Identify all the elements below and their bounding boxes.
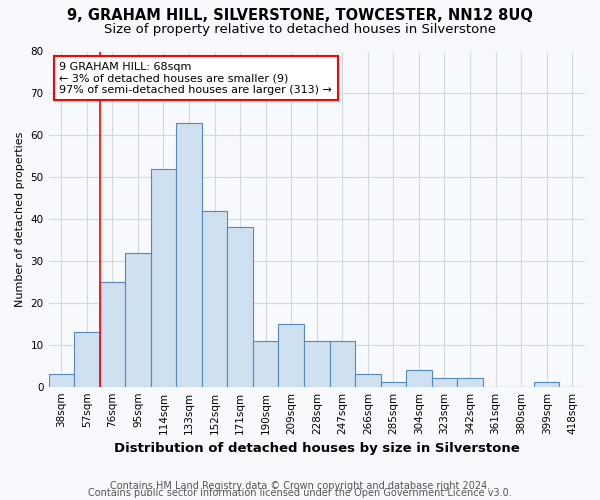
X-axis label: Distribution of detached houses by size in Silverstone: Distribution of detached houses by size … <box>114 442 520 455</box>
Text: 9 GRAHAM HILL: 68sqm
← 3% of detached houses are smaller (9)
97% of semi-detache: 9 GRAHAM HILL: 68sqm ← 3% of detached ho… <box>59 62 332 95</box>
Bar <box>432 378 457 386</box>
Bar <box>304 340 329 386</box>
Text: Contains public sector information licensed under the Open Government Licence v3: Contains public sector information licen… <box>88 488 512 498</box>
Bar <box>74 332 100 386</box>
Bar <box>329 340 355 386</box>
Bar <box>380 382 406 386</box>
Bar <box>253 340 278 386</box>
Bar <box>49 374 74 386</box>
Bar <box>151 169 176 386</box>
Bar <box>100 282 125 387</box>
Y-axis label: Number of detached properties: Number of detached properties <box>15 132 25 307</box>
Bar <box>278 324 304 386</box>
Text: 9, GRAHAM HILL, SILVERSTONE, TOWCESTER, NN12 8UQ: 9, GRAHAM HILL, SILVERSTONE, TOWCESTER, … <box>67 8 533 22</box>
Bar <box>202 210 227 386</box>
Bar <box>406 370 432 386</box>
Bar <box>534 382 559 386</box>
Bar <box>227 228 253 386</box>
Bar <box>176 122 202 386</box>
Text: Contains HM Land Registry data © Crown copyright and database right 2024.: Contains HM Land Registry data © Crown c… <box>110 481 490 491</box>
Bar <box>125 252 151 386</box>
Bar <box>457 378 483 386</box>
Bar <box>355 374 380 386</box>
Text: Size of property relative to detached houses in Silverstone: Size of property relative to detached ho… <box>104 22 496 36</box>
